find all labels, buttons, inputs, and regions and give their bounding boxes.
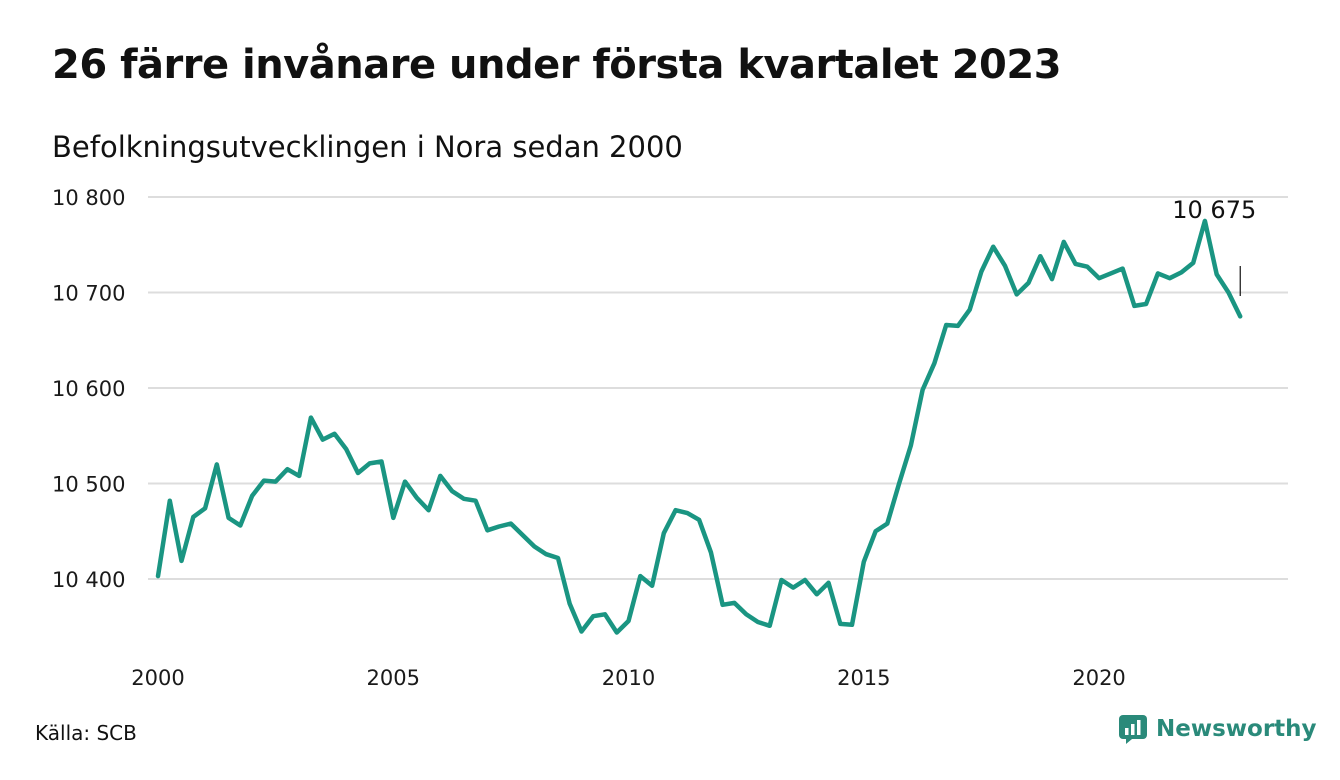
- x-tick-label: 2000: [131, 666, 184, 690]
- source-note: Källa: SCB: [35, 721, 137, 745]
- x-tick-label: 2020: [1072, 666, 1125, 690]
- chart-subtitle: Befolkningsutvecklingen i Nora sedan 200…: [52, 130, 683, 164]
- y-axis-tick-labels: 10 400 10 500 10 600 10 700 10 800: [52, 186, 125, 592]
- grid-lines: [148, 196, 1288, 580]
- series-layer: [155, 218, 1243, 635]
- brand-logo: Newsworthy: [1118, 714, 1317, 744]
- x-tick-label: 2015: [837, 666, 890, 690]
- x-tick-label: 2010: [602, 666, 655, 690]
- y-tick-label: 10 400: [52, 568, 125, 592]
- y-tick-label: 10 800: [52, 186, 125, 210]
- y-tick-label: 10 700: [52, 282, 125, 306]
- y-tick-label: 10 600: [52, 377, 125, 401]
- x-tick-label: 2005: [367, 666, 420, 690]
- annotation-label: 10 675: [1172, 196, 1256, 224]
- annotation-layer: 10 675: [1172, 196, 1256, 296]
- y-tick-label: 10 500: [52, 473, 125, 497]
- newsworthy-logo-icon: [1119, 715, 1147, 744]
- series-line: [155, 218, 1243, 635]
- chart-title: 26 färre invånare under första kvartalet…: [52, 42, 1062, 88]
- x-axis-tick-labels: 2000 2005 2010 2015 2020: [131, 666, 1126, 690]
- brand-name: Newsworthy: [1156, 716, 1317, 742]
